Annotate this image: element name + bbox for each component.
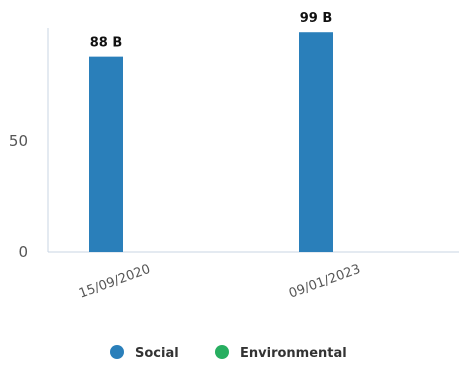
legend: Social Environmental	[110, 345, 347, 361]
bar-series	[89, 32, 333, 252]
x-tick-label: 09/01/2023	[287, 262, 363, 302]
bar-social[interactable]	[89, 56, 123, 252]
data-label: 99 B	[300, 11, 333, 26]
y-tick-label: 50	[9, 132, 28, 150]
bar-social[interactable]	[299, 32, 333, 252]
legend-item-social[interactable]: Social	[110, 345, 179, 361]
data-label: 88 B	[90, 36, 123, 51]
y-axis-ticks: 0 50	[9, 132, 28, 261]
legend-item-environmental[interactable]: Environmental	[215, 345, 347, 361]
data-labels: 88 B 99 B	[90, 11, 333, 50]
y-tick-label: 0	[18, 243, 28, 261]
legend-label: Social	[135, 346, 179, 361]
legend-swatch	[215, 345, 229, 359]
legend-swatch	[110, 345, 124, 359]
x-axis-ticks: 15/09/2020 09/01/2023	[77, 262, 363, 302]
x-tick-label: 15/09/2020	[77, 262, 153, 302]
legend-label: Environmental	[240, 346, 347, 361]
